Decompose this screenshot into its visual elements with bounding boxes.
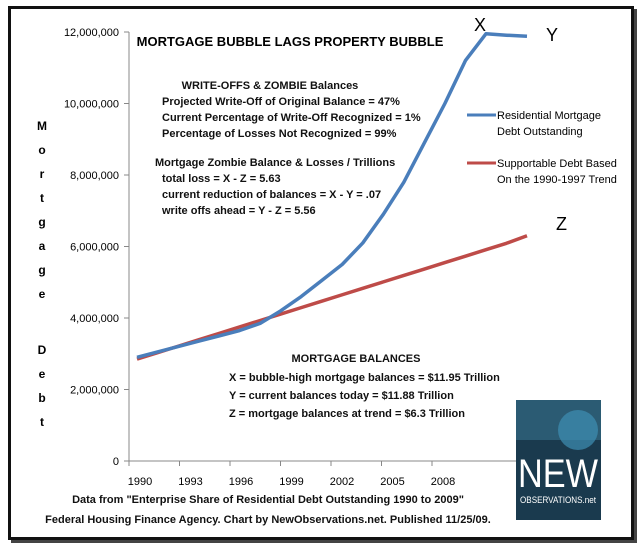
y-label-letter: t [40,191,44,205]
source-note: Federal Housing Finance Agency. Chart by… [45,514,491,526]
annotation-line: total loss = X - Z = 5.63 [162,173,281,185]
annotation-line: write offs ahead = Y - Z = 5.56 [161,205,316,217]
x-tick-label: 1996 [229,476,253,488]
annotation-line: X = bubble-high mortgage balances = $11.… [229,372,500,384]
x-tick-label: 1990 [128,476,152,488]
logo-text: NEW [518,452,598,496]
annotation-line: Percentage of Losses Not Recognized = 99… [162,128,397,140]
y-label-letter: t [40,415,44,429]
legend-label: Debt Outstanding [497,126,583,138]
y-tick-label: 10,000,000 [64,99,119,111]
y-label-letter: e [39,287,46,301]
y-label-letter: M [37,119,47,133]
logo-subtext: OBSERVATIONS.net [520,495,596,505]
y-tick-label: 6,000,000 [70,242,119,254]
y-label-letter: g [38,215,45,229]
legend: Residential Mortgage Debt Outstanding Su… [467,110,617,186]
y-label-letter: g [38,263,45,277]
chart-title: MORTGAGE BUBBLE LAGS PROPERTY BUBBLE [137,34,444,49]
y-label-letter: r [40,167,45,181]
zombie-annotation: Mortgage Zombie Balance & Losses / Trill… [155,157,395,217]
y-label-letter: D [38,343,47,357]
y-tick-label: 4,000,000 [70,313,119,325]
x-tick-label: 2002 [330,476,354,488]
y-tick-label: 2,000,000 [70,385,119,397]
legend-label: On the 1990-1997 Trend [497,174,617,186]
x-tick-label: 2008 [431,476,455,488]
writeoffs-annotation: WRITE-OFFS & ZOMBIE Balances Projected W… [162,80,421,140]
y-label-letter: b [38,391,45,405]
annotation-line: Mortgage Zombie Balance & Losses / Trill… [155,157,395,169]
annotation-line: Current Percentage of Write-Off Recogniz… [162,112,421,124]
y-tick-label: 8,000,000 [70,170,119,182]
point-label-z: Z [556,214,567,234]
series-line-mortgage-debt [136,32,528,360]
source-note: Data from "Enterprise Share of Residenti… [72,494,464,506]
y-label-letter: o [38,143,45,157]
annotation-line: current reduction of balances = X - Y = … [162,189,381,201]
y-label-letter: a [39,239,46,253]
balances-annotation: MORTGAGE BALANCES X = bubble-high mortga… [229,353,500,420]
annotation-line: MORTGAGE BALANCES [292,353,421,365]
annotation-line: Y = current balances today = $11.88 Tril… [229,390,454,402]
y-label-letter: e [39,367,46,381]
annotation-line: WRITE-OFFS & ZOMBIE Balances [182,80,359,92]
x-tick-label: 1999 [279,476,303,488]
y-tick-label: 12,000,000 [64,27,119,39]
annotation-line: Z = mortgage balances at trend = $6.3 Tr… [229,408,465,420]
annotation-line: Projected Write-Off of Original Balance … [162,96,400,108]
point-label-x: X [474,15,486,35]
y-tick-label: 0 [113,456,119,468]
x-tick-label: 2005 [380,476,404,488]
legend-label: Residential Mortgage [497,110,601,122]
point-label-y: Y [546,25,558,45]
legend-label: Supportable Debt Based [497,158,617,170]
newobservations-logo: NEW OBSERVATIONS.net [516,400,601,520]
x-tick-label: 1993 [178,476,202,488]
